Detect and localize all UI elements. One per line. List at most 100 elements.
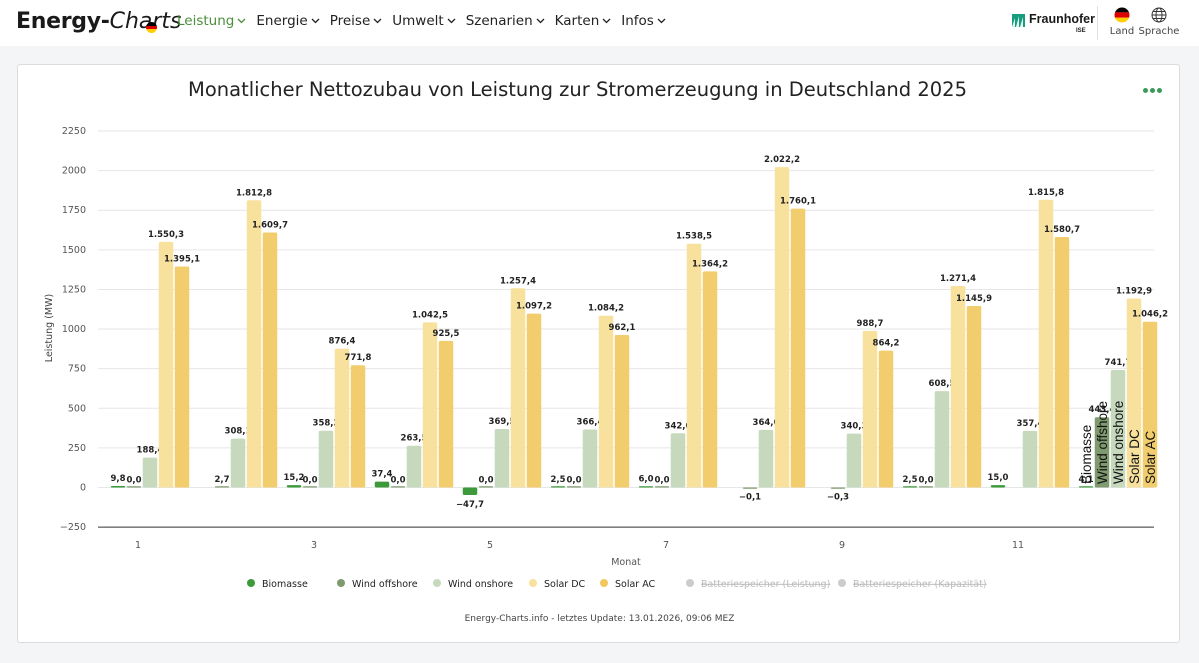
fraunhofer-logo[interactable]: Fraunhofer ISE xyxy=(1012,13,1095,34)
legend-marker[interactable] xyxy=(686,579,694,587)
legend-item-wind-offshore[interactable]: Wind offshore xyxy=(352,579,418,590)
data-label: −0,3 xyxy=(827,493,849,503)
legend-marker[interactable] xyxy=(838,579,846,587)
legend-marker[interactable] xyxy=(600,579,608,587)
bar-solar-dc xyxy=(510,288,526,488)
data-label: 308,1 xyxy=(225,427,252,437)
bar-solar-dc xyxy=(334,348,350,488)
bar-solar-dc xyxy=(1126,298,1142,488)
bar-wind-onshore xyxy=(846,433,862,488)
header-divider xyxy=(1097,6,1098,40)
bar-wind-onshore xyxy=(230,438,246,488)
bar-wind-onshore xyxy=(406,445,422,488)
y-tick-label: 750 xyxy=(68,364,86,375)
data-label: 1.042,5 xyxy=(412,310,448,320)
data-label: 876,4 xyxy=(329,337,356,347)
hover-series-label: Biomasse xyxy=(1079,425,1094,484)
data-label: 608,5 xyxy=(929,379,956,389)
main-menu: Leistung Energie Preise Umwelt Szenarien Kart… xyxy=(177,13,676,29)
bar-biomasse xyxy=(374,481,390,488)
bar-wind-offshore xyxy=(302,486,318,488)
menu-dot-icon xyxy=(1143,88,1148,93)
hover-series-label: Solar DC xyxy=(1127,429,1142,484)
data-label: 1.550,3 xyxy=(148,230,184,240)
country-selector-button[interactable]: Land xyxy=(1100,7,1144,37)
nav-item-energie[interactable]: Energie xyxy=(256,13,320,29)
country-label: Land xyxy=(1109,26,1135,37)
bar-wind-offshore xyxy=(918,486,934,488)
globe-icon xyxy=(1151,7,1167,23)
y-tick-label: −250 xyxy=(60,522,86,533)
data-label: 864,2 xyxy=(873,339,900,349)
bar-solar-ac xyxy=(174,266,190,488)
legend-item-wind-onshore[interactable]: Wind onshore xyxy=(448,579,513,590)
bar-wind-onshore xyxy=(1110,369,1126,488)
nav-item-label: Umwelt xyxy=(392,13,444,29)
legend-item-biomasse[interactable]: Biomasse xyxy=(262,579,308,590)
bar-wind-onshore xyxy=(494,428,510,488)
bar-wind-onshore xyxy=(934,391,950,488)
data-label: 1.271,4 xyxy=(940,274,976,284)
nav-item-leistung[interactable]: Leistung xyxy=(177,13,246,29)
bar-solar-ac xyxy=(262,232,278,488)
data-label: 962,1 xyxy=(609,323,636,333)
logo-text-italic: Charts xyxy=(109,9,182,34)
legend-item-batteriespeicher-kapazität-[interactable]: Batteriespeicher (Kapazität) xyxy=(853,579,987,590)
language-label: Sprache xyxy=(1138,26,1180,37)
data-label: 37,4 xyxy=(372,470,393,480)
data-label: 15,2 xyxy=(284,473,305,483)
legend-marker[interactable] xyxy=(337,579,345,587)
data-label: 1.084,2 xyxy=(588,304,624,314)
hover-series-label: Solar AC xyxy=(1143,430,1158,484)
legend-item-solar-dc[interactable]: Solar DC xyxy=(544,579,586,590)
bar-solar-ac xyxy=(790,208,806,488)
y-tick-label: 0 xyxy=(80,483,86,494)
data-label: 1.580,7 xyxy=(1044,225,1080,235)
nav-item-label: Preise xyxy=(329,13,371,29)
bar-solar-dc xyxy=(950,286,966,488)
data-label: 2,5 xyxy=(550,475,565,485)
bar-biomasse xyxy=(1078,486,1094,488)
legend-item-batteriespeicher-leistung-[interactable]: Batteriespeicher (Leistung) xyxy=(701,579,830,590)
data-label: 1.364,2 xyxy=(692,259,728,269)
language-selector-button[interactable]: Sprache xyxy=(1137,7,1181,37)
bar-wind-offshore xyxy=(126,486,142,488)
chevron-down-icon xyxy=(373,18,382,24)
hover-series-label: Wind onshore xyxy=(1111,401,1126,484)
nav-item-karten[interactable]: Karten xyxy=(555,13,612,29)
bar-biomasse xyxy=(286,485,302,488)
x-axis-label: Monat xyxy=(611,557,641,568)
bar-wind-onshore xyxy=(758,429,774,488)
legend-marker[interactable] xyxy=(247,579,255,587)
data-label: 0,0 xyxy=(126,476,141,486)
bar-wind-offshore xyxy=(478,486,494,488)
bar-wind-onshore xyxy=(142,457,158,488)
legend-marker[interactable] xyxy=(433,579,441,587)
data-label: 0,0 xyxy=(654,476,669,486)
legend-item-solar-ac[interactable]: Solar AC xyxy=(615,579,656,590)
data-label: 0,0 xyxy=(918,476,933,486)
data-label: 364,0 xyxy=(753,418,780,428)
energy-charts-logo[interactable]: Energy- Charts xyxy=(16,9,182,37)
bar-biomasse xyxy=(110,485,126,488)
nav-item-umwelt[interactable]: Umwelt xyxy=(392,13,456,29)
nav-item-infos[interactable]: Infos xyxy=(621,13,666,29)
bar-wind-offshore xyxy=(390,486,406,488)
nav-item-label: Karten xyxy=(554,13,600,29)
data-label: 771,8 xyxy=(345,353,372,363)
data-label: 0,0 xyxy=(566,476,581,486)
chart-menu-button[interactable] xyxy=(1143,88,1162,93)
menu-dot-icon xyxy=(1157,88,1162,93)
y-tick-label: 2250 xyxy=(62,126,86,137)
bar-solar-ac xyxy=(1054,237,1070,488)
nav-item-szenarien[interactable]: Szenarien xyxy=(466,13,545,29)
german-flag-icon xyxy=(146,22,157,33)
nav-item-label: Leistung xyxy=(177,13,235,29)
bar-solar-ac xyxy=(438,340,454,488)
data-label: 188,4 xyxy=(137,446,164,456)
menu-dot-icon xyxy=(1150,88,1155,93)
legend-marker[interactable] xyxy=(529,579,537,587)
fraunhofer-ise-text: ISE xyxy=(1076,28,1086,34)
nav-item-preise[interactable]: Preise xyxy=(330,13,383,29)
bar-wind-offshore xyxy=(830,487,846,489)
